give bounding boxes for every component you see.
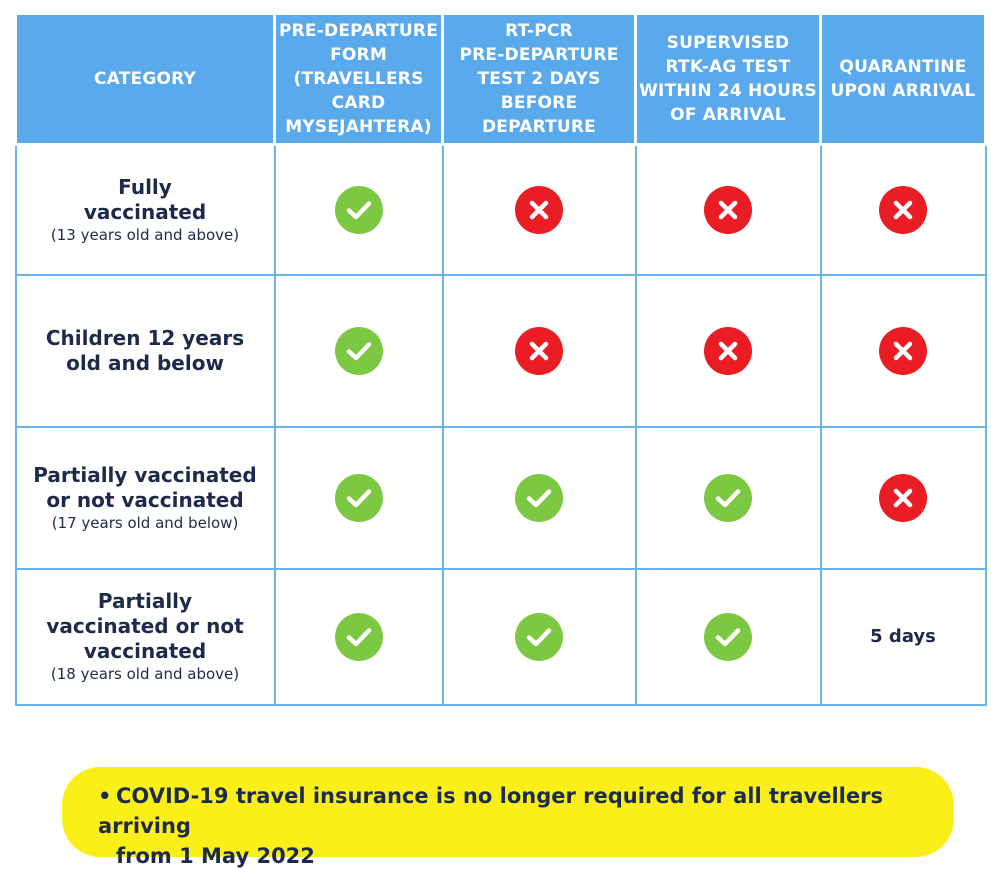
cross-circle-icon	[879, 473, 927, 522]
column-header-line: RTK-AG TEST	[665, 57, 791, 77]
column-header-line: OF ARRIVAL	[670, 105, 786, 125]
category-age-note: (13 years old and above)	[50, 225, 240, 244]
category-label-line: old and below	[66, 350, 224, 375]
table-row: Partially vaccinated or not vaccinated (18 …	[14, 567, 987, 706]
table-row: Partially vaccinated or not vaccinated (17…	[14, 425, 987, 570]
category-label-line: Partially vaccinated	[33, 462, 257, 487]
column-header-line: SUPERVISED	[666, 33, 790, 53]
requirement-cell-quarantine: 5 days	[819, 567, 987, 706]
column-header-category: CATEGORY	[14, 12, 276, 146]
requirement-cell-quarantine	[819, 143, 987, 276]
check-circle-icon	[515, 473, 563, 522]
cross-circle-icon	[515, 326, 563, 375]
banner-text-line-1: COVID-19 travel insurance is no longer r…	[98, 784, 883, 838]
cross-circle-icon	[515, 185, 563, 234]
requirement-cell-rtk-ag-test	[634, 143, 822, 276]
check-circle-icon	[334, 612, 383, 661]
travel-requirements-table: CATEGORY PRE-DEPARTURE FORM (TRAVELLERS CARD…	[14, 12, 987, 706]
requirement-cell-pre-departure-form	[273, 273, 444, 428]
table-row: Children 12 years old and below	[14, 273, 987, 428]
column-header-line: CARD	[331, 93, 386, 113]
category-label-line: Partially	[97, 589, 193, 613]
requirement-cell-rt-pcr-test	[441, 567, 637, 706]
table-header-row: CATEGORY PRE-DEPARTURE FORM (TRAVELLERS CARD…	[14, 12, 987, 146]
category-label-line: or not vaccinated	[46, 487, 244, 512]
column-header-line: PRE-DEPARTURE	[278, 21, 439, 41]
column-header-line: CATEGORY	[94, 69, 196, 89]
requirement-cell-pre-departure-form	[273, 143, 444, 276]
column-header-line: (TRAVELLERS	[293, 69, 424, 89]
column-header-line: DEPARTURE	[481, 117, 596, 137]
column-header-line: BEFORE	[500, 93, 578, 113]
banner-line-1: • COVID-19 travel insurance is no longer …	[98, 781, 924, 841]
cross-circle-icon	[704, 185, 752, 234]
quarantine-duration: 5 days	[870, 626, 936, 647]
category-cell: Fully vaccinated (13 years old and above)	[14, 143, 276, 276]
column-header-rtk-ag-test: SUPERVISED RTK-AG TEST WITHIN 24 HOURS OF A…	[634, 12, 822, 146]
category-label-line: vaccinated	[83, 199, 207, 224]
requirement-cell-rtk-ag-test	[634, 567, 822, 706]
insurance-notice-banner: • COVID-19 travel insurance is no longer …	[62, 767, 954, 868]
column-header-line: TEST 2 DAYS	[477, 69, 601, 89]
requirement-cell-pre-departure-form	[273, 567, 444, 706]
column-header-line: MYSEJAHTERA)	[285, 117, 432, 137]
category-cell: Children 12 years old and below	[14, 273, 276, 428]
banner-text-line-2: from 1 May 2022	[116, 844, 315, 868]
category-age-note: (17 years old and below)	[51, 513, 239, 532]
column-header-line: FORM	[330, 45, 387, 65]
category-cell: Partially vaccinated or not vaccinated (18 …	[14, 567, 276, 706]
bullet: •	[98, 784, 112, 808]
cross-circle-icon	[704, 326, 752, 375]
column-header-line: RT-PCR	[505, 21, 573, 41]
category-label-line: vaccinated or not	[46, 614, 244, 638]
check-circle-icon	[334, 326, 383, 375]
check-circle-icon	[704, 473, 752, 522]
check-circle-icon	[704, 612, 752, 661]
banner-line-2: from 1 May 2022	[98, 841, 924, 869]
cross-circle-icon	[879, 185, 927, 234]
column-header-pre-departure-form: PRE-DEPARTURE FORM (TRAVELLERS CARD MYSEJAHT…	[273, 12, 444, 146]
column-header-quarantine: QUARANTINE UPON ARRIVAL	[819, 12, 987, 146]
requirement-cell-rt-pcr-test	[441, 143, 637, 276]
cross-circle-icon	[879, 326, 927, 375]
category-label-line: Children 12 years	[45, 325, 245, 350]
table-row: Fully vaccinated (13 years old and above)	[14, 143, 987, 276]
requirement-cell-rtk-ag-test	[634, 273, 822, 428]
column-header-line: UPON ARRIVAL	[830, 81, 976, 101]
column-header-rt-pcr-test: RT-PCR PRE-DEPARTURE TEST 2 DAYS BEFORE DEPA…	[441, 12, 637, 146]
requirement-cell-pre-departure-form	[273, 425, 444, 570]
check-circle-icon	[334, 185, 383, 234]
column-header-line: QUARANTINE	[839, 57, 967, 77]
requirement-cell-quarantine	[819, 425, 987, 570]
category-label-line: Fully	[118, 174, 172, 199]
category-age-note: (18 years old and above)	[50, 665, 240, 683]
category-label-line: vaccinated	[83, 639, 207, 663]
table-body: Fully vaccinated (13 years old and above) C…	[14, 143, 987, 706]
check-circle-icon	[515, 612, 563, 661]
category-cell: Partially vaccinated or not vaccinated (17…	[14, 425, 276, 570]
requirement-cell-rt-pcr-test	[441, 425, 637, 570]
column-header-line: PRE-DEPARTURE	[459, 45, 619, 65]
column-header-line: WITHIN 24 HOURS	[639, 81, 817, 101]
requirement-cell-rtk-ag-test	[634, 425, 822, 570]
check-circle-icon	[334, 473, 383, 522]
requirement-cell-rt-pcr-test	[441, 273, 637, 428]
requirement-cell-quarantine	[819, 273, 987, 428]
